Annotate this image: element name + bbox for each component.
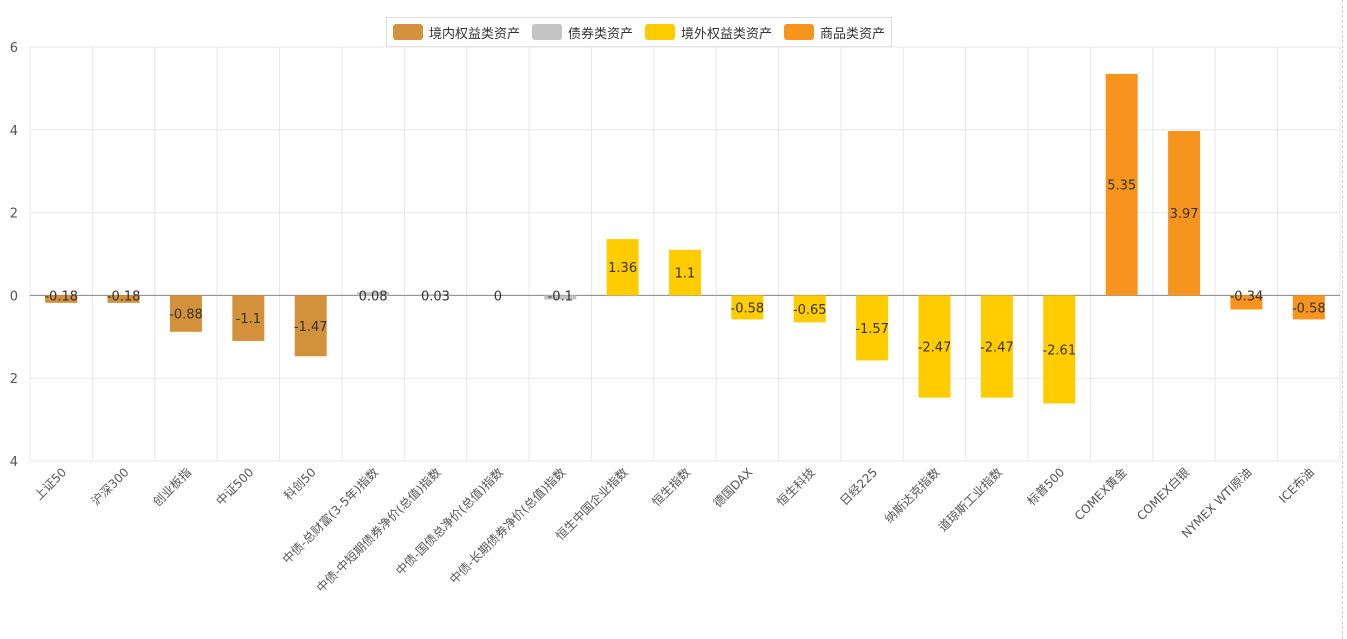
bar [606, 239, 639, 296]
bar [232, 295, 265, 341]
data-label: 1.36 [608, 261, 637, 276]
bar [669, 249, 701, 296]
data-label: -1.1 [236, 312, 261, 327]
data-label: 0.08 [359, 289, 388, 304]
x-tick-label: COMEX黄金 [1071, 465, 1130, 524]
legend-label: 商品类资产 [820, 26, 886, 42]
x-tick-label: 恒生指数 [649, 465, 694, 510]
bar [856, 295, 889, 361]
x-tick-label: 创业板指 [150, 465, 195, 510]
bar [793, 295, 826, 323]
data-label: 1.1 [675, 267, 696, 282]
bar [45, 295, 78, 303]
data-label: 5.35 [1107, 179, 1136, 194]
legend-swatch [393, 24, 423, 40]
y-tick-label: 0 [10, 289, 18, 304]
bar [544, 295, 577, 300]
legend-swatch [784, 24, 815, 40]
x-tick-label: 科创50 [281, 465, 319, 503]
y-tick-label: 2 [10, 207, 18, 222]
x-tick-label: 沪深300 [89, 465, 132, 508]
x-tick-label: COMEX白银 [1133, 465, 1192, 524]
data-label: -2.61 [1042, 343, 1076, 358]
bar [1043, 295, 1076, 404]
x-tick-label: 恒生科技 [774, 465, 818, 509]
data-label: -0.65 [793, 303, 827, 318]
y-tick-label: 4 [10, 124, 18, 139]
x-tick-label: 中债-国债总净价(总值)指数 [392, 465, 506, 579]
y-tick-label: 6 [10, 41, 18, 56]
y-tick-label: 2 [10, 372, 18, 387]
bar [918, 295, 951, 398]
x-tick-label: 道琼斯工业指数 [935, 465, 1005, 535]
legend: 境内权益类资产 债券类资产 境外权益类资产 商品类资产 [386, 17, 893, 47]
x-tick-label: 纳斯达克指数 [881, 465, 943, 527]
data-label: 0 [494, 289, 502, 304]
legend-label: 债券类资产 [568, 26, 634, 42]
bar [107, 295, 140, 303]
bar [731, 295, 764, 320]
bar [1292, 295, 1325, 320]
bar [1168, 131, 1201, 296]
panel-border [1342, 0, 1343, 639]
legend-item[interactable]: 商品类资产 [784, 23, 885, 42]
x-tick-label: 上证50 [32, 465, 70, 503]
legend-label: 境外权益类资产 [681, 26, 773, 42]
bar [357, 292, 390, 296]
data-label: -0.1 [548, 289, 573, 304]
data-label: -0.18 [107, 289, 141, 304]
data-label: 3.97 [1170, 207, 1199, 222]
x-tick-label: 标普500 [1024, 465, 1067, 508]
x-tick-label: ICE布油 [1276, 465, 1317, 506]
y-tick-label: 4 [10, 455, 18, 470]
bar [419, 294, 452, 296]
bar [1105, 73, 1138, 296]
bar [169, 295, 202, 332]
legend-swatch [532, 24, 563, 40]
data-label: -0.34 [1230, 289, 1264, 304]
legend-label: 境内权益类资产 [429, 26, 521, 42]
legend-item[interactable]: 境内权益类资产 [393, 23, 520, 42]
data-label: -0.58 [1292, 301, 1326, 316]
x-tick-label: 日经225 [837, 465, 880, 508]
x-tick-label: 中债-中短期债券净价(总值)指数 [313, 465, 444, 596]
x-tick-label: 德国DAX [710, 465, 756, 511]
x-tick-label: 中债-长期债券净价(总值)指数 [446, 465, 568, 587]
x-tick-label: 中证500 [213, 465, 257, 509]
data-label: -0.58 [731, 301, 765, 316]
bar [1230, 295, 1263, 310]
legend-swatch [645, 24, 676, 40]
bar [980, 295, 1013, 398]
data-label: -0.88 [169, 308, 203, 323]
legend-item[interactable]: 境外权益类资产 [645, 23, 772, 42]
legend-item[interactable]: 债券类资产 [532, 23, 633, 42]
data-label: -1.57 [855, 322, 889, 337]
data-label: -1.47 [294, 320, 328, 335]
data-label: -2.47 [918, 341, 952, 356]
data-label: 0.03 [421, 289, 450, 304]
data-label: -0.18 [44, 289, 78, 304]
bar [294, 295, 327, 357]
data-label: -2.47 [980, 341, 1014, 356]
